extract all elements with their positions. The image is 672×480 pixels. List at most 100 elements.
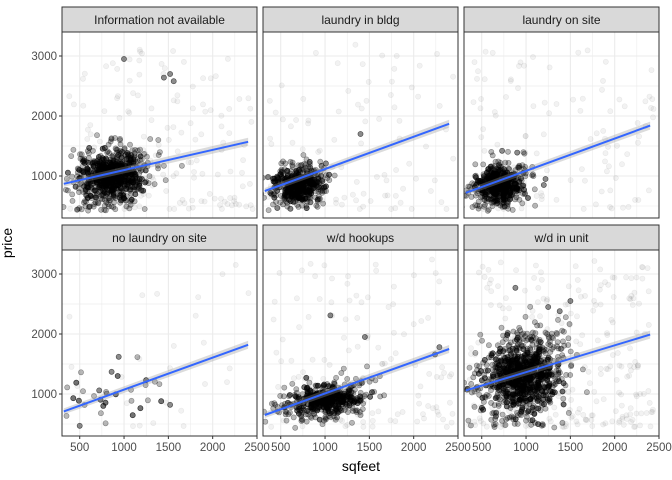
- data-point: [492, 416, 499, 422]
- data-point: [568, 414, 575, 421]
- data-point: [26, 180, 31, 185]
- x-tick-label: 1000: [513, 442, 539, 454]
- data-point: [91, 393, 97, 399]
- data-point: [609, 418, 616, 425]
- data-point: [200, 75, 206, 82]
- data-point: [140, 147, 147, 153]
- data-point: [130, 90, 136, 96]
- data-point: [300, 166, 307, 173]
- data-point: [648, 409, 655, 415]
- data-point: [121, 205, 128, 212]
- data-point: [608, 205, 615, 212]
- data-point: [500, 190, 507, 197]
- data-point: [202, 108, 209, 115]
- data-point: [478, 377, 485, 384]
- data-point: [236, 96, 243, 102]
- data-point: [529, 313, 535, 320]
- data-point: [383, 177, 390, 184]
- data-point: [64, 384, 71, 391]
- data-point: [161, 65, 168, 72]
- data-point: [602, 279, 608, 285]
- data-point: [117, 141, 124, 148]
- data-point: [322, 414, 329, 420]
- data-point: [481, 147, 488, 154]
- data-point: [339, 417, 345, 424]
- data-point: [574, 277, 581, 283]
- data-point: [415, 93, 421, 100]
- data-point: [392, 192, 399, 199]
- data-point: [249, 206, 256, 212]
- data-point: [579, 332, 586, 339]
- data-point: [80, 388, 86, 395]
- data-point: [392, 418, 399, 424]
- data-point: [373, 267, 380, 274]
- data-point: [468, 193, 475, 200]
- data-point: [218, 205, 225, 212]
- data-point: [166, 205, 173, 212]
- data-point: [489, 410, 496, 417]
- data-point: [515, 174, 521, 181]
- data-point: [576, 406, 583, 412]
- data-point: [342, 316, 349, 323]
- data-point: [70, 395, 77, 402]
- data-point: [311, 411, 318, 418]
- data-point: [309, 356, 316, 363]
- data-point: [448, 419, 455, 426]
- data-point: [537, 313, 543, 320]
- data-point: [475, 205, 482, 212]
- data-point: [117, 137, 123, 144]
- data-point: [391, 65, 398, 72]
- data-point: [527, 395, 534, 402]
- data-point: [226, 106, 233, 112]
- data-point: [360, 419, 367, 425]
- data-points: [263, 256, 456, 431]
- data-point: [533, 150, 540, 157]
- data-point: [218, 112, 225, 119]
- data-point: [359, 61, 366, 67]
- facet-strip-label: laundry in bldg: [321, 13, 399, 27]
- data-point: [375, 344, 382, 351]
- data-point: [289, 380, 296, 387]
- data-point: [289, 164, 296, 170]
- data-point: [95, 200, 102, 207]
- data-point: [501, 203, 508, 210]
- data-point: [426, 370, 433, 377]
- data-point: [303, 374, 310, 381]
- y-tick-label: 3000: [31, 269, 57, 281]
- data-point: [629, 416, 636, 423]
- data-point: [148, 117, 155, 123]
- data-point: [488, 416, 495, 423]
- data-point: [105, 141, 112, 148]
- data-point: [306, 188, 313, 195]
- facet-strip-label: no laundry on site: [112, 231, 207, 245]
- data-point: [541, 384, 548, 391]
- data-point: [472, 192, 479, 199]
- data-point: [557, 346, 564, 352]
- data-point: [108, 368, 115, 375]
- data-point: [563, 423, 569, 430]
- data-point: [493, 410, 499, 417]
- data-point: [522, 132, 529, 139]
- data-point: [87, 131, 94, 138]
- data-point: [416, 400, 422, 407]
- data-point: [646, 399, 653, 406]
- data-point: [136, 71, 143, 78]
- data-point: [101, 108, 108, 114]
- data-point: [578, 293, 584, 300]
- data-point: [65, 169, 71, 176]
- data-point: [531, 274, 537, 281]
- data-point: [425, 403, 431, 409]
- data-point: [377, 393, 384, 400]
- data-point: [494, 390, 501, 396]
- data-point: [609, 319, 616, 326]
- data-point: [546, 396, 553, 402]
- facet-strip-label: Information not available: [94, 13, 225, 27]
- data-point: [522, 313, 529, 320]
- data-point: [540, 131, 547, 138]
- data-point: [438, 199, 445, 205]
- data-point: [436, 103, 443, 109]
- data-point: [82, 203, 89, 209]
- data-point: [300, 96, 307, 102]
- data-point: [185, 205, 192, 212]
- data-point: [510, 383, 517, 389]
